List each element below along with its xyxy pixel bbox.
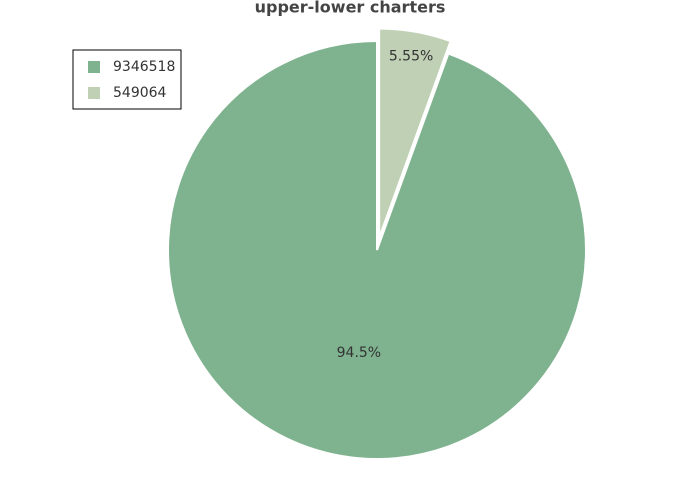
pie-slice: [378, 27, 452, 238]
legend-swatch: [88, 87, 100, 99]
legend-label: 549064: [113, 85, 167, 101]
legend-label: 9346518: [113, 59, 175, 75]
slice-label: 94.5%: [337, 345, 381, 361]
pie-slice: [167, 39, 587, 460]
chart-title: upper-lower charters: [255, 0, 446, 17]
slice-label: 5.55%: [389, 49, 433, 65]
legend-swatch: [88, 61, 100, 73]
legend-box: [72, 49, 182, 110]
